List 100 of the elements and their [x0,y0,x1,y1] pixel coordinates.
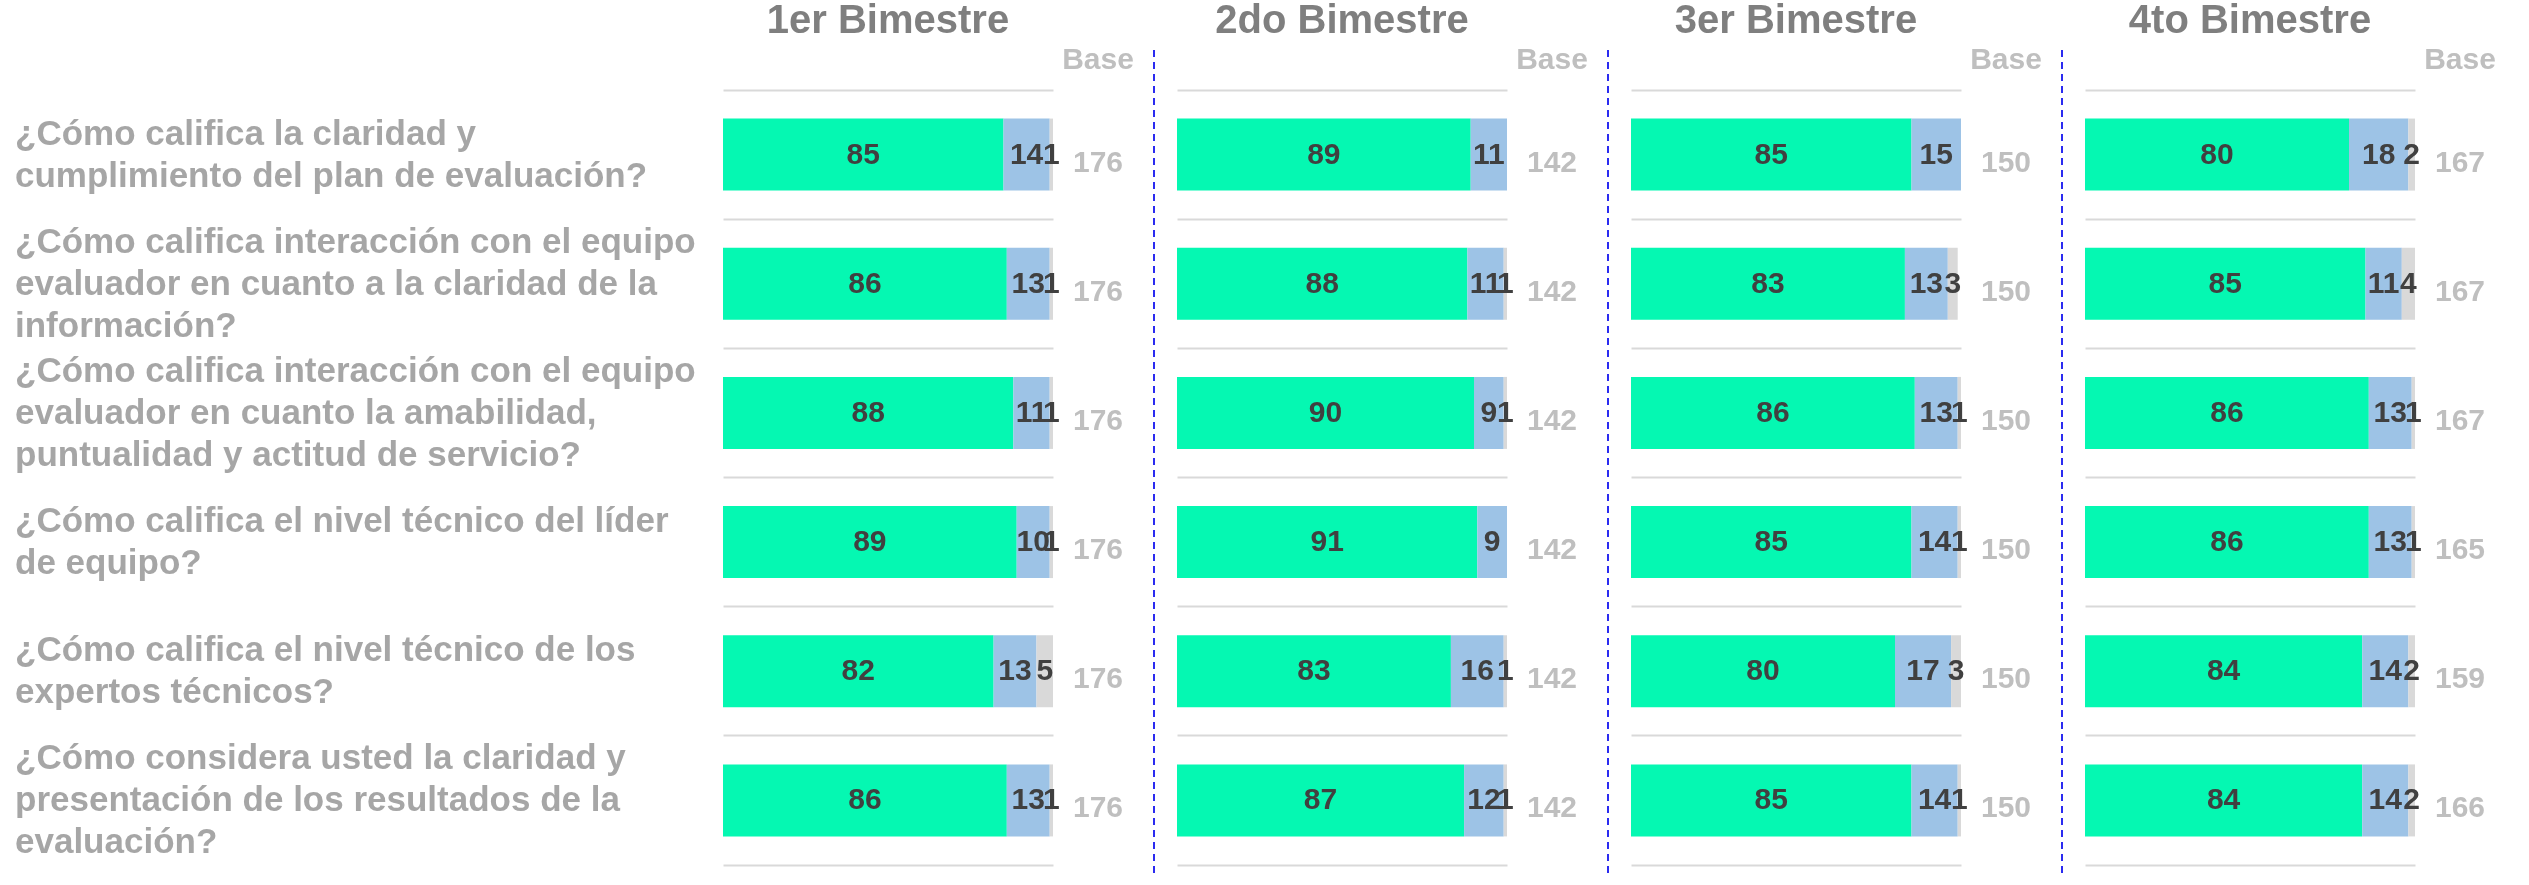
data-label: 86 [848,265,882,299]
data-label: 11 [2367,265,2400,299]
bar [723,635,994,708]
text: 142 [1526,532,1578,566]
data-label: 3 [1947,653,1965,687]
bar [723,506,1017,579]
y-tick-label: ¿Cómo considera usted la claridad y presentación de los resultados de la evaluación? [15,737,627,861]
text: 150 [1980,661,2032,695]
data-label: 82 [841,653,875,687]
text: 150 [1980,402,2032,436]
data-label: 13 [1909,265,1944,299]
text: 150 [1980,790,2032,824]
data-label: 86 [848,782,882,816]
data-label: 1 [1043,265,1060,299]
data-label: 13 [2373,394,2407,428]
data-label: 16 [1460,653,1494,687]
data-label: 86 [1756,394,1790,428]
text: 167 [2434,402,2486,436]
y-tick-label: ¿Cómo califica el nivel técnico del líder de equipo? [15,500,669,582]
text: 166 [2434,790,2486,824]
chart-title: 2do Bimestre [1215,0,1469,41]
text: 159 [2434,661,2486,695]
data-label: 85 [1754,136,1788,170]
data-label: 83 [1297,653,1331,687]
bar [2085,764,2363,837]
bar [2085,247,2366,320]
text: 165 [2434,532,2486,566]
data-label: 14 [1917,782,1952,816]
data-label: 85 [1754,782,1788,816]
data-label: 13 [1919,394,1953,428]
bar [1177,376,1474,449]
data-label: 1 [2405,394,2422,428]
bar [2085,118,2349,191]
data-label: 14 [1009,136,1044,170]
data-label: 9 [1480,394,1498,428]
text: 142 [1526,144,1578,178]
data-label: 80 [2200,136,2234,170]
text: Base [1516,42,1588,75]
bar [1177,247,1468,320]
data-label: 14 [1917,524,1952,558]
bar [1631,118,1912,191]
data-label: 13 [1011,265,1045,299]
data-label: 18 [2362,136,2396,170]
bar [723,376,1014,449]
bar [2085,376,2369,449]
text: 176 [1072,532,1124,566]
text: 150 [1980,273,2032,307]
data-label: 89 [853,524,887,558]
data-label: 86 [2210,394,2244,428]
text: 176 [1072,661,1124,695]
bar [1177,506,1478,579]
text: Base [1970,42,2042,75]
data-label: 90 [1308,394,1343,428]
text: 150 [1980,144,2032,178]
bar [723,764,1007,837]
bar [723,118,1004,191]
y-tick-label: ¿Cómo califica interacción con el equipo evaluador en cuanto a la claridad de la información? [15,220,696,344]
data-label: 17 [1906,653,1940,687]
bar [1631,376,1915,449]
text: 142 [1526,402,1578,436]
text: 176 [1072,790,1124,824]
data-label: 1 [1043,782,1060,816]
data-label: 1 [1043,136,1060,170]
bar [1631,635,1895,708]
data-label: 2 [2403,136,2421,170]
data-label: 85 [1754,524,1788,558]
data-label: 5 [1036,653,1054,687]
bar [723,247,1007,320]
data-label: 1 [1951,394,1968,428]
data-label: 9 [1483,524,1501,558]
text: Base [2424,42,2496,75]
text: 167 [2434,273,2486,307]
text: 176 [1072,144,1124,178]
bar [1631,506,1912,579]
data-label: 89 [1307,136,1341,170]
data-label: 15 [1919,136,1953,170]
text: 142 [1526,661,1578,695]
data-label: 1 [1951,782,1968,816]
y-tick-label: ¿Cómo califica la claridad y cumplimiento del plan de evaluación? [15,112,648,194]
text: 142 [1526,273,1578,307]
text: 150 [1980,532,2032,566]
bar [1477,506,1507,579]
data-label: 1 [1951,524,1968,558]
data-label: 1 [1497,394,1514,428]
data-label: 80 [1746,653,1780,687]
data-label: 85 [2208,265,2242,299]
text: Base [1062,42,1134,75]
bar [1631,247,1905,320]
bar [1177,764,1465,837]
bar [2085,635,2363,708]
text: 176 [1072,402,1124,436]
data-label: 14 [2368,782,2403,816]
data-label: 1 [2405,524,2422,558]
text: 176 [1072,273,1124,307]
y-tick-label: ¿Cómo califica el nivel técnico de los expertos técnicos? [15,629,636,711]
chart-title: 4to Bimestre [2128,0,2372,41]
data-label: 3 [1944,265,1962,299]
data-label: 2 [2403,782,2421,816]
data-label: 13 [2373,524,2407,558]
data-label: 88 [1305,265,1339,299]
